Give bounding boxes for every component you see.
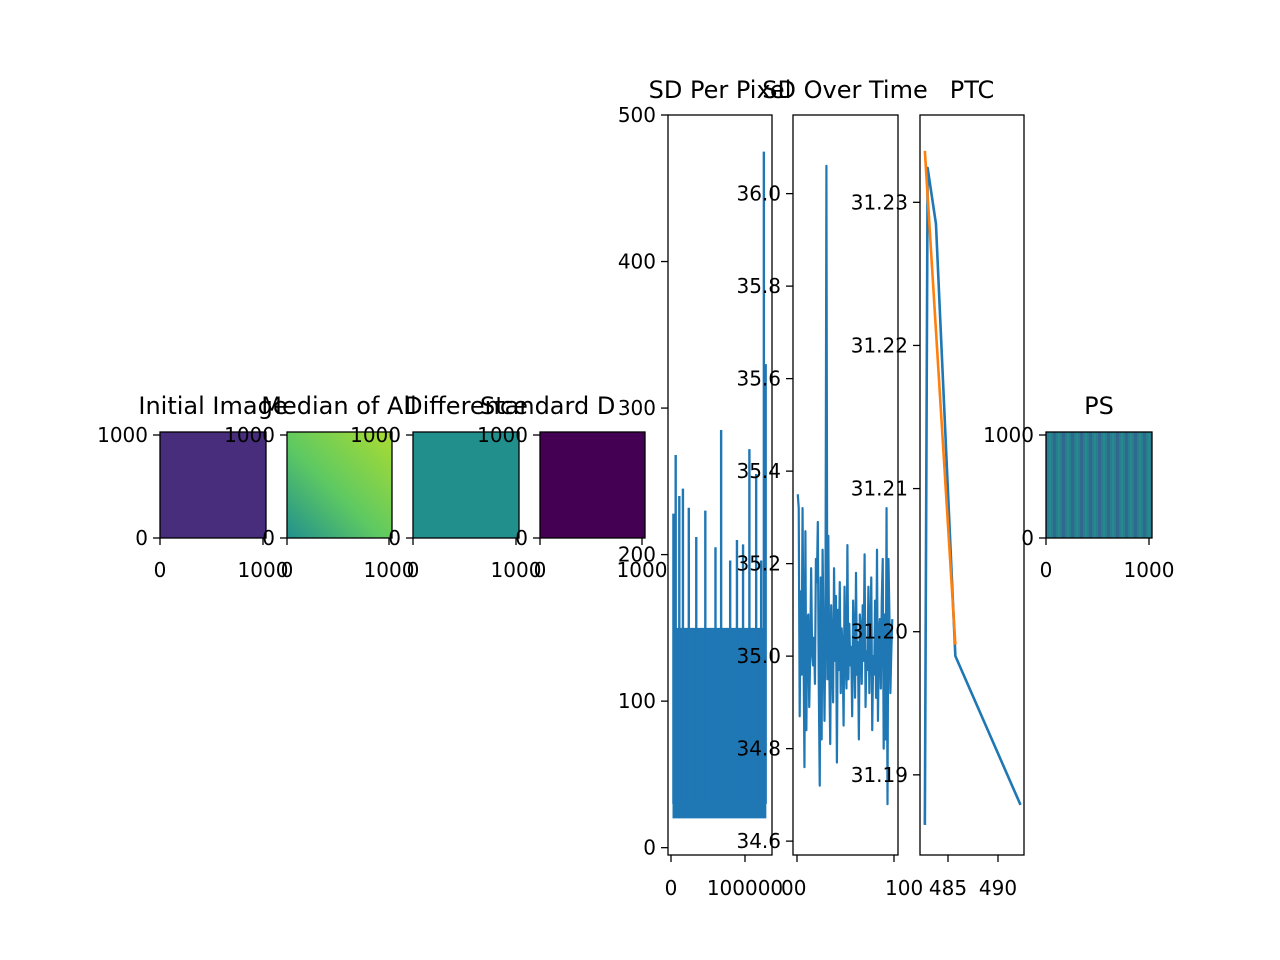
tick-label-y1: 0: [388, 526, 401, 550]
tick-label-y0: 1000: [477, 423, 528, 447]
tick-label-y: 200: [618, 543, 656, 567]
panel-title: Initial Image: [138, 392, 287, 420]
tick-label-y: 35.2: [736, 552, 781, 576]
series-line-ptc-measured: [923, 166, 1022, 825]
heatmap-difference: [413, 432, 519, 538]
tick-label-x0: 485: [929, 876, 967, 900]
tick-label-y1: 0: [262, 526, 275, 550]
tick-label-y: 0: [643, 836, 656, 860]
tick-label-x1: 490: [979, 876, 1017, 900]
tick-label-y: 36.0: [736, 182, 781, 206]
tick-label-x1: 1000: [364, 558, 415, 582]
panel-initial-image: 0 1000 1000 0 Initial Image: [97, 392, 288, 582]
panel-title: Difference: [404, 392, 528, 420]
panel-title: Median of All: [261, 392, 416, 420]
tick-label-x0: 00: [781, 876, 806, 900]
axis-y: 31.19 31.20 31.21 31.22 31.23: [851, 190, 920, 787]
series-sd-over-time: [796, 164, 894, 806]
tick-label-y: 300: [618, 396, 656, 420]
heatmap-median-of-all: [287, 432, 392, 538]
tick-label-y: 35.0: [736, 644, 781, 668]
panel-title: Standard D: [480, 392, 615, 420]
panel-sd-over-time: 34.634.835.035.235.435.635.836.0 00 100 …: [736, 76, 927, 900]
tick-label-y: 500: [618, 103, 656, 127]
tick-label-x0: 0: [407, 558, 420, 582]
tick-label-x0: 0: [1040, 558, 1053, 582]
tick-label-y: 31.20: [851, 620, 908, 644]
tick-label-x0: 0: [154, 558, 167, 582]
heatmap-standard-deviation: [540, 432, 645, 538]
tick-label-y0: 1000: [350, 423, 401, 447]
tick-label-y1: 0: [1021, 526, 1034, 550]
panel-difference: 0 1000 1000 0 Difference: [350, 392, 541, 582]
axis-y: 34.6 34.8 35.0 35.2 35.4 35.6 35.8 36.0: [736, 182, 793, 853]
axis-x: 0 100000: [665, 855, 783, 900]
panel-title: SD Per Pixel: [649, 76, 792, 104]
tick-label-y0: 1000: [97, 423, 148, 447]
tick-label-x0: 0: [665, 876, 678, 900]
heatmap-initial-image: [160, 432, 266, 538]
tick-label-y0: 1000: [983, 423, 1034, 447]
tick-label-x1: 1000: [1124, 558, 1175, 582]
tick-label-y1: 0: [135, 526, 148, 550]
tick-label-y: 31.23: [851, 190, 908, 214]
tick-label-y: 35.4: [736, 459, 781, 483]
tick-label-x1: 100000: [707, 876, 783, 900]
tick-label-y0: 1000: [224, 423, 275, 447]
panel-sd-per-pixel: 0 100 200 300 400 500 0 100000 SD Per Pixel: [618, 76, 792, 900]
panel-title: SD Over Time: [762, 76, 927, 104]
heatmap-ps: [1046, 432, 1152, 538]
tick-label-y: 31.21: [851, 477, 908, 501]
tick-label-y: 35.8: [736, 274, 781, 298]
tick-label-y: 34.6: [736, 829, 781, 853]
panel-title: PS: [1084, 392, 1114, 420]
tick-label-x0: 0: [281, 558, 294, 582]
panel-median-of-all: 0 1000 1000 0 Median of All: [224, 392, 417, 582]
panel-ptc: 31.19 31.20 31.21 31.22 31.23 485 490 PTC: [851, 76, 1025, 900]
series-ptc: [923, 150, 1022, 825]
tick-label-y: 34.8: [736, 737, 781, 761]
tick-label-y: 35.6: [736, 367, 781, 391]
tick-label-y: 400: [618, 250, 656, 274]
axis-y: 0 100 200 300 400 500: [618, 103, 668, 860]
tick-label-x0: 0: [534, 558, 547, 582]
tick-label-y: 100: [618, 689, 656, 713]
tick-label-x1: 100: [885, 876, 923, 900]
tick-label-y1: 0: [515, 526, 528, 550]
tick-label-x1: 1000: [238, 558, 289, 582]
series-sd-per-pixel: [672, 151, 767, 819]
axis-x: 00 100: [781, 855, 923, 900]
series-line-sd: [796, 164, 894, 806]
tick-label-y: 31.22: [851, 333, 908, 357]
series-line-ptc-fit: [923, 150, 957, 645]
axis-x: 485 490: [929, 855, 1017, 900]
tick-label-x1: 1000: [491, 558, 542, 582]
panel-title: PTC: [950, 76, 994, 104]
tick-label-x1: 1000: [617, 558, 668, 582]
panel-standard-deviation: 0 1000 1000 0 Standard D: [477, 392, 667, 582]
panel-ps: 0 1000 1000 0 PS: [983, 392, 1174, 582]
tick-label-y: 31.19: [851, 763, 908, 787]
